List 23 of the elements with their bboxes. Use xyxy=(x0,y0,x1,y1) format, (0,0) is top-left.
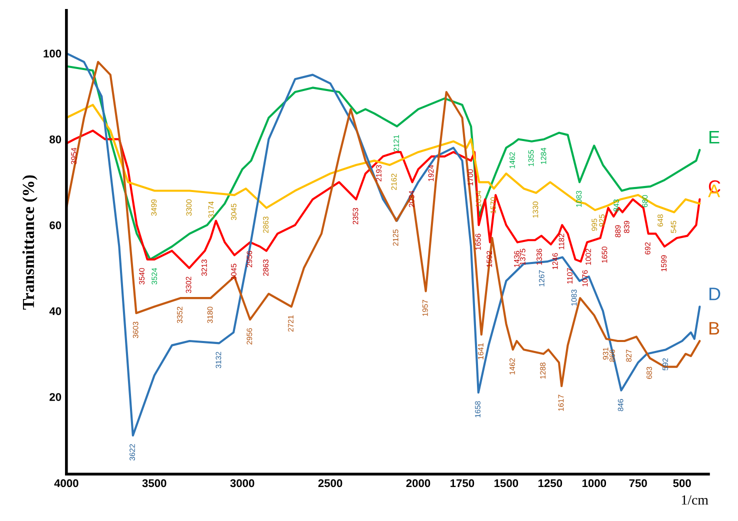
line-series xyxy=(66,60,701,388)
series-label: E xyxy=(710,131,720,144)
x-tick-label: 500 xyxy=(673,479,691,488)
x-tick-label: 750 xyxy=(629,479,647,488)
x-tick-label: 3000 xyxy=(230,479,254,488)
series-label: D xyxy=(710,288,720,300)
x-tick-label: 1750 xyxy=(450,479,474,488)
series-label: B xyxy=(710,322,720,334)
y-tick-label: 80 xyxy=(50,135,62,144)
y-tick-label: 60 xyxy=(50,221,62,230)
x-tick-label: 1250 xyxy=(538,479,562,488)
x-tick-label: 3500 xyxy=(142,479,166,488)
y-tick-label: 40 xyxy=(49,307,62,316)
y-tick-label: 20 xyxy=(50,393,62,401)
y-tick-label: 100 xyxy=(44,50,62,58)
x-tick-label: 1000 xyxy=(582,479,606,488)
x-tick-label: 4000 xyxy=(54,479,78,488)
x-tick-label: 2500 xyxy=(318,479,342,488)
x-tick-label: 2000 xyxy=(406,479,430,488)
x-axis-title: 1/cm xyxy=(682,495,708,505)
x-tick-label: 1500 xyxy=(494,479,518,488)
y-axis-title: Transmittance (%) xyxy=(22,175,38,310)
line-series xyxy=(66,52,701,437)
